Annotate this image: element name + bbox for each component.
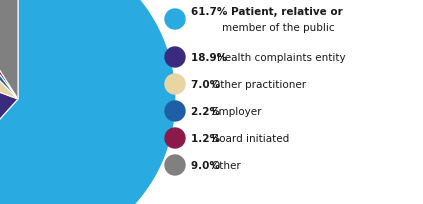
Text: Employer: Employer [212, 106, 261, 116]
Text: Board initiated: Board initiated [212, 133, 289, 143]
Wedge shape [0, 0, 18, 100]
Wedge shape [0, 0, 18, 100]
Text: Other practitioner: Other practitioner [212, 80, 306, 90]
Wedge shape [0, 0, 18, 100]
Text: Health complaints entity: Health complaints entity [217, 53, 346, 63]
Circle shape [165, 10, 185, 30]
Text: 2.2%: 2.2% [191, 106, 224, 116]
Wedge shape [0, 45, 18, 204]
Circle shape [165, 75, 185, 94]
Wedge shape [0, 0, 176, 204]
Text: 1.2%: 1.2% [191, 133, 224, 143]
Text: 18.9%: 18.9% [191, 53, 231, 63]
Circle shape [165, 48, 185, 68]
Wedge shape [0, 0, 18, 100]
Circle shape [165, 128, 185, 148]
Circle shape [165, 102, 185, 121]
Text: member of the public: member of the public [222, 23, 335, 33]
Text: 7.0%: 7.0% [191, 80, 224, 90]
Text: 9.0%: 9.0% [191, 160, 223, 170]
Text: Other: Other [212, 160, 242, 170]
Text: 61.7% Patient, relative or: 61.7% Patient, relative or [191, 7, 343, 17]
Circle shape [165, 155, 185, 175]
